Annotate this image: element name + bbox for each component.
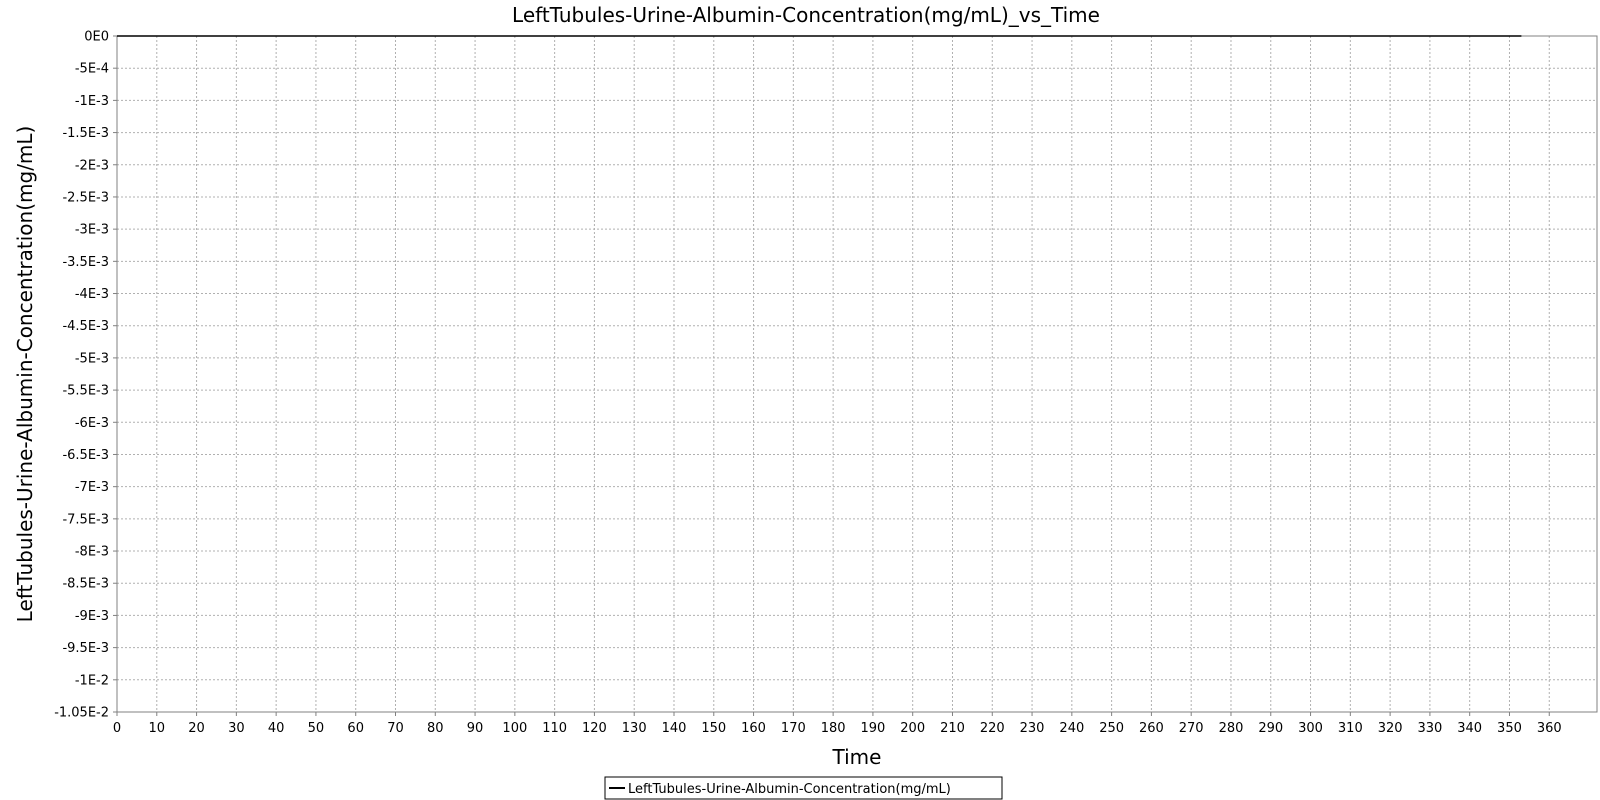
x-tick-label: 10 (149, 721, 166, 736)
y-tick-label: -5.5E-3 (62, 384, 109, 399)
x-tick-label: 220 (980, 721, 1005, 736)
x-tick-label: 160 (741, 721, 766, 736)
y-tick-label: -1E-2 (75, 673, 109, 688)
y-tick-label: -2.5E-3 (62, 190, 109, 205)
y-tick-label: -1.05E-2 (54, 706, 109, 721)
y-tick-label: -3E-3 (75, 223, 109, 238)
y-tick-label: -8E-3 (75, 545, 109, 560)
x-tick-label: 80 (427, 721, 444, 736)
legend-box (604, 776, 1003, 800)
x-tick-label: 70 (387, 721, 404, 736)
legend-label: LeftTubules-Urine-Albumin-Concentration(… (628, 782, 951, 797)
x-tick-label: 150 (701, 721, 726, 736)
y-tick-label: -2E-3 (75, 158, 109, 173)
x-tick-label: 130 (622, 721, 647, 736)
y-tick-label: -7E-3 (75, 480, 109, 495)
x-tick-label: 170 (781, 721, 806, 736)
y-axis-ticks: 0E0 -5E-4 -1E-3 -1.5E-3 -2E-3 -2.5E-3 -3E-3 -3.… (54, 30, 117, 721)
x-tick-label: 270 (1179, 721, 1204, 736)
x-tick-label: 320 (1378, 721, 1403, 736)
y-tick-label: -6E-3 (75, 416, 109, 431)
x-tick-label: 140 (662, 721, 687, 736)
chart-title: LeftTubules-Urine-Albumin-Concentration(… (512, 3, 1100, 27)
x-tick-label: 330 (1417, 721, 1442, 736)
y-tick-label: -3.5E-3 (62, 255, 109, 270)
x-tick-label: 100 (502, 721, 527, 736)
x-tick-label: 120 (582, 721, 607, 736)
x-tick-label: 0 (113, 721, 121, 736)
x-tick-label: 110 (542, 721, 567, 736)
y-axis-label: LeftTubules-Urine-Albumin-Concentration(… (13, 126, 37, 623)
legend: LeftTubules-Urine-Albumin-Concentration(… (604, 776, 1003, 800)
x-tick-label: 210 (940, 721, 965, 736)
x-tick-label: 200 (900, 721, 925, 736)
x-tick-label: 50 (308, 721, 325, 736)
y-tick-label: -1E-3 (75, 94, 109, 109)
x-tick-label: 40 (268, 721, 285, 736)
y-tick-label: -5E-3 (75, 351, 109, 366)
x-tick-label: 90 (467, 721, 484, 736)
x-tick-label: 350 (1497, 721, 1522, 736)
x-tick-label: 280 (1219, 721, 1244, 736)
y-tick-label: -5E-4 (75, 62, 109, 77)
x-tick-label: 20 (188, 721, 205, 736)
x-tick-label: 30 (228, 721, 245, 736)
y-tick-label: -4.5E-3 (62, 319, 109, 334)
x-tick-label: 300 (1298, 721, 1323, 736)
y-tick-label: -7.5E-3 (62, 512, 109, 527)
x-tick-label: 60 (347, 721, 364, 736)
x-tick-label: 250 (1099, 721, 1124, 736)
x-tick-label: 290 (1258, 721, 1283, 736)
y-tick-label: 0E0 (84, 30, 109, 45)
x-tick-label: 240 (1059, 721, 1084, 736)
x-axis-ticks: 0 10 20 30 40 50 60 70 80 90 100 110 120 130 140 150 160… (113, 712, 1562, 736)
x-tick-label: 180 (821, 721, 846, 736)
x-tick-label: 230 (1020, 721, 1045, 736)
grid (116, 35, 1597, 713)
plot-area (116, 35, 1598, 713)
y-tick-label: -9.5E-3 (62, 641, 109, 656)
x-tick-label: 260 (1139, 721, 1164, 736)
y-tick-label: -1.5E-3 (62, 126, 109, 141)
y-tick-label: -4E-3 (75, 287, 109, 302)
x-tick-label: 360 (1537, 721, 1562, 736)
x-tick-label: 340 (1457, 721, 1482, 736)
x-tick-label: 310 (1338, 721, 1363, 736)
x-tick-label: 190 (860, 721, 885, 736)
y-tick-label: -6.5E-3 (62, 448, 109, 463)
y-tick-label: -9E-3 (75, 609, 109, 624)
y-tick-label: -8.5E-3 (62, 577, 109, 592)
x-axis-label: Time (832, 745, 882, 769)
